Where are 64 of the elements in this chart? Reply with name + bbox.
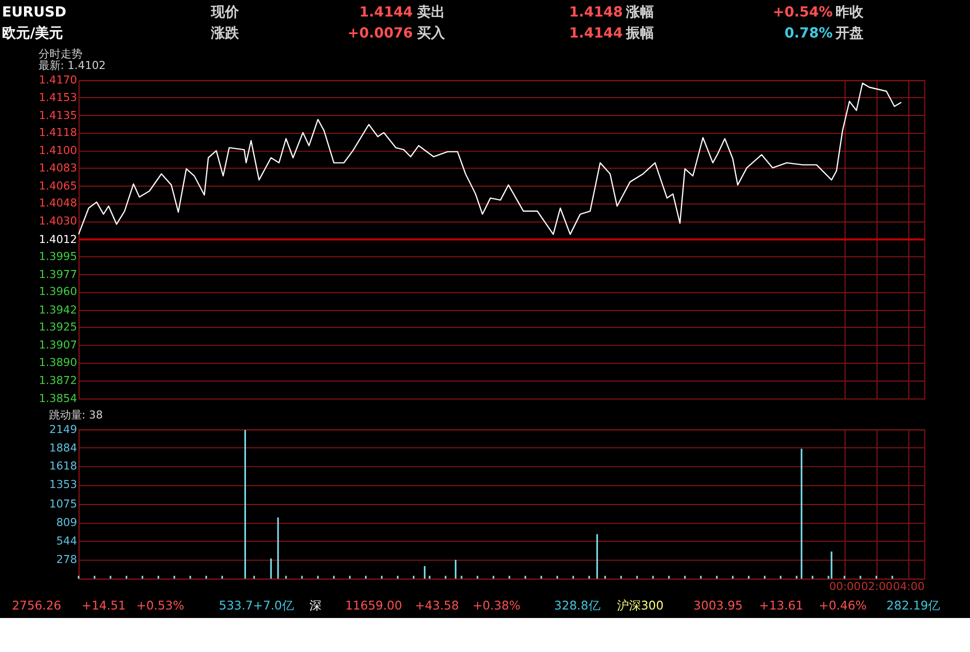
y-tick-label: 278 (56, 552, 78, 566)
y-tick-label: 1.4153 (38, 90, 78, 104)
text: 振幅 (624, 25, 654, 42)
chart-title: 跳动量: 38 (48, 408, 103, 422)
text: 买入 (416, 25, 446, 42)
text: +0.53% (136, 598, 184, 612)
text: 282.19亿 (886, 598, 940, 612)
text: 卖出 (416, 4, 445, 21)
y-tick-label: 1884 (49, 441, 78, 454)
text: 1.4148 (569, 4, 623, 21)
text: EURUSD (2, 4, 66, 21)
y-tick-label: 1.4170 (38, 74, 78, 87)
y-tick-label: 1.4065 (38, 179, 78, 192)
text: +14.51 (82, 598, 126, 612)
line-series (78, 82, 902, 235)
y-tick-label: 1.3907 (38, 338, 78, 352)
text: 0.78% (784, 25, 833, 42)
text: 涨幅 (624, 4, 654, 21)
text: 沪深300 (616, 598, 664, 612)
y-tick-label: 1.4118 (38, 126, 78, 140)
y-tick-label: 2149 (49, 422, 78, 436)
x-tick-label: 04:00 (893, 580, 925, 594)
y-tick-label: 1.4083 (38, 161, 78, 174)
y-tick-label: 809 (56, 516, 78, 529)
text: 深 (309, 598, 322, 612)
y-tick-label: 1.4100 (38, 144, 78, 158)
y-tick-label: 1.3977 (38, 268, 78, 282)
chart-title: 分时走势 (38, 47, 82, 60)
y-tick-label: 1.3854 (38, 392, 78, 406)
y-tick-label: 1618 (49, 460, 78, 473)
text: +0.0076 (348, 25, 413, 42)
text: +13.61 (759, 598, 804, 612)
text: 1.4144 (359, 4, 414, 21)
y-tick-label: 1353 (49, 478, 78, 492)
text: +43.58 (414, 598, 459, 612)
text: +0.46% (818, 598, 867, 612)
y-tick-label: 1.4048 (38, 196, 78, 210)
text: 11659.00 (345, 598, 402, 612)
y-tick-label: 1.3890 (38, 356, 78, 369)
text: +0.38% (472, 598, 520, 612)
text: 开盘 (834, 25, 864, 42)
y-tick-label: 1.3960 (38, 285, 78, 298)
text: 昨收 (836, 4, 865, 21)
text: 2756.26 (12, 598, 62, 612)
text: 533.7+7.0亿 (218, 598, 294, 612)
y-tick-label: 544 (56, 534, 78, 548)
text: 欧元/美元 (2, 24, 64, 42)
y-tick-label: 1.3925 (38, 320, 78, 334)
text: 328.8亿 (554, 598, 600, 612)
y-tick-label: 1.3995 (38, 250, 78, 263)
text: 1.4144 (569, 25, 624, 42)
y-tick-label: 1.4030 (38, 214, 78, 228)
y-tick-label: 1.3942 (38, 303, 78, 316)
y-tick-label: 1.4135 (38, 108, 78, 122)
y-tick-label: 1.4012 (38, 232, 78, 246)
y-tick-label: 1.3872 (38, 374, 78, 387)
x-tick-label: 00:00 (829, 580, 861, 594)
x-tick-label: 02:00 (861, 580, 893, 594)
chart-subtitle: 最新: 1.4102 (38, 59, 106, 72)
text: 涨跌 (210, 25, 240, 42)
text: +0.54% (772, 4, 833, 21)
text: 现价 (210, 4, 240, 21)
y-tick-label: 1075 (49, 497, 78, 510)
text: 3003.95 (693, 598, 743, 612)
